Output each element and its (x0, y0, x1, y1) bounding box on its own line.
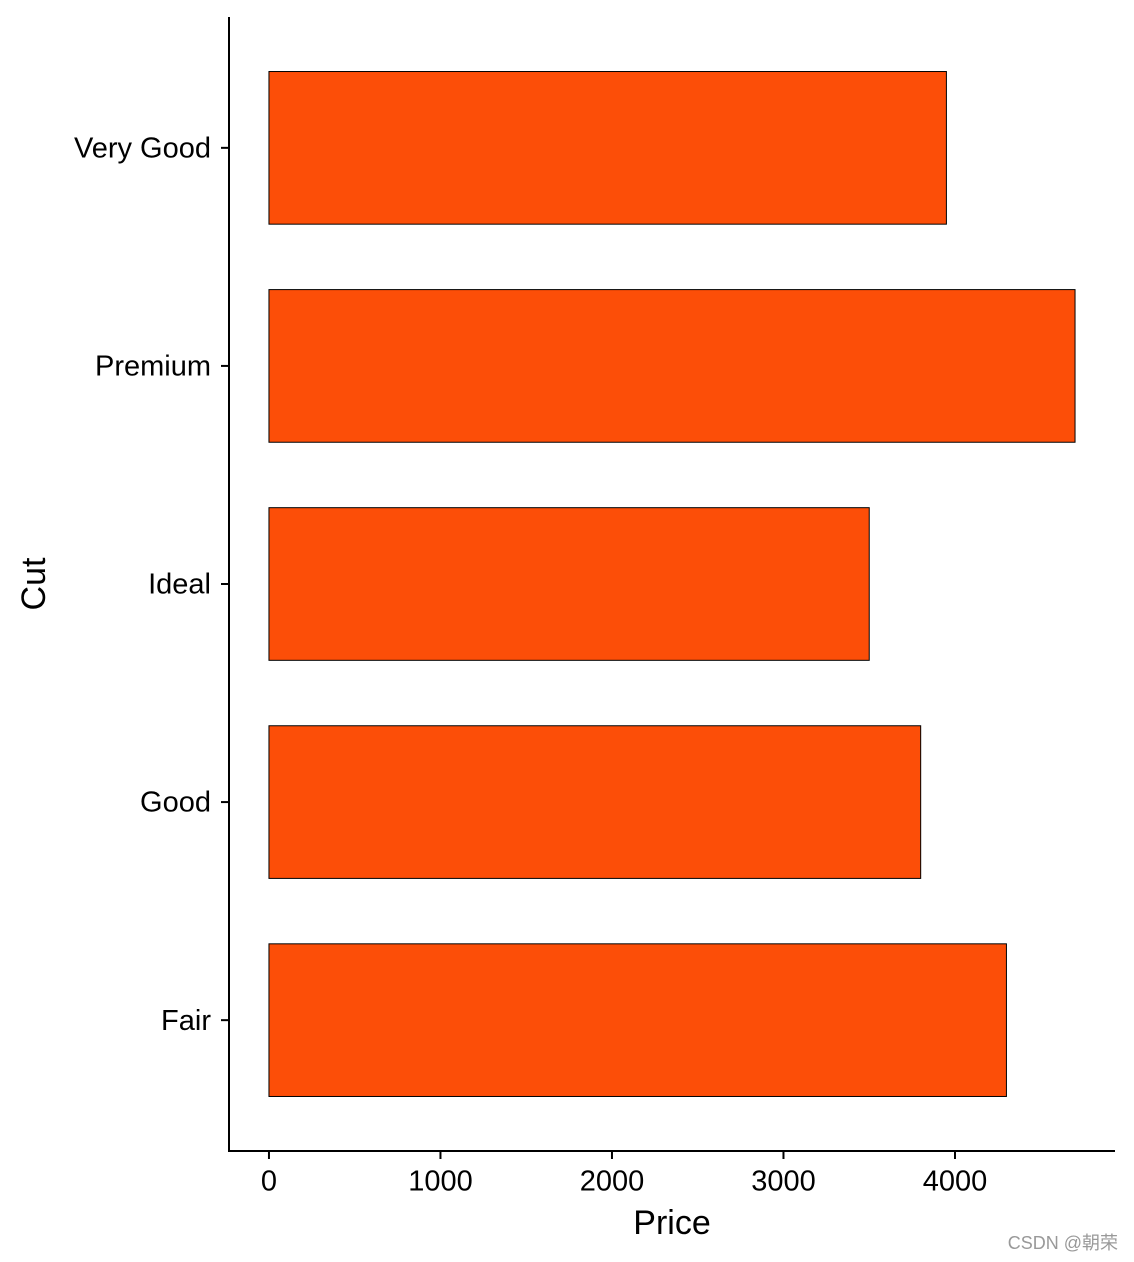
x-tick-label: 0 (261, 1166, 277, 1198)
y-tick-label: Premium (95, 351, 211, 383)
bar (268, 943, 1007, 1097)
bar (268, 507, 870, 661)
x-tick-label: 3000 (751, 1166, 816, 1198)
bar (268, 289, 1076, 443)
x-tick-label: 2000 (580, 1166, 645, 1198)
y-axis-title: Cut (15, 557, 53, 610)
x-tick-label: 1000 (408, 1166, 473, 1198)
watermark: CSDN @朝荣 (1008, 1233, 1118, 1253)
y-tick-label: Ideal (148, 569, 211, 601)
bar (268, 71, 947, 225)
y-tick-label: Fair (161, 1005, 211, 1037)
y-tick-label: Very Good (74, 133, 211, 165)
y-tick-label: Good (140, 787, 211, 819)
bar (268, 725, 922, 879)
x-tick-label: 4000 (923, 1166, 988, 1198)
x-axis-title: Price (633, 1204, 710, 1242)
